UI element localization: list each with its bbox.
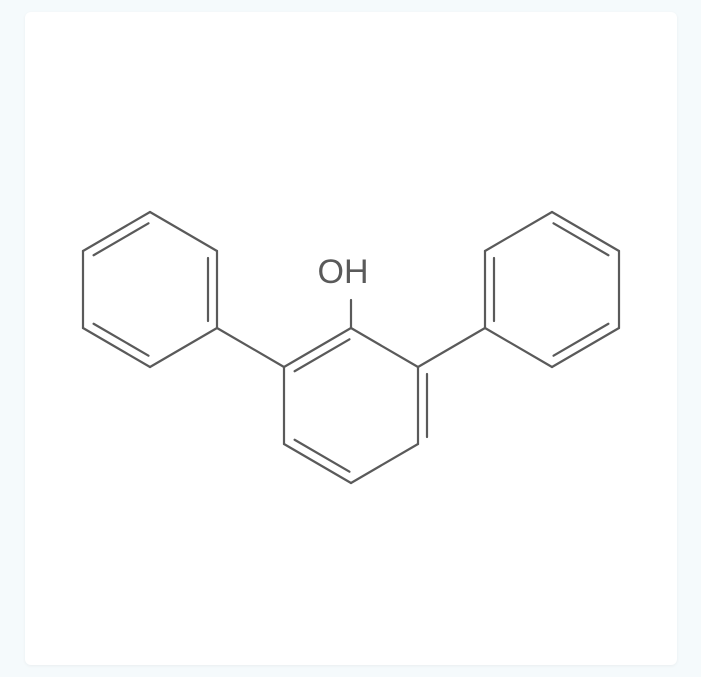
structure-card: OH	[25, 12, 677, 665]
hydroxyl-label: OH	[317, 253, 368, 291]
molecule-diagram: OH	[25, 12, 677, 665]
